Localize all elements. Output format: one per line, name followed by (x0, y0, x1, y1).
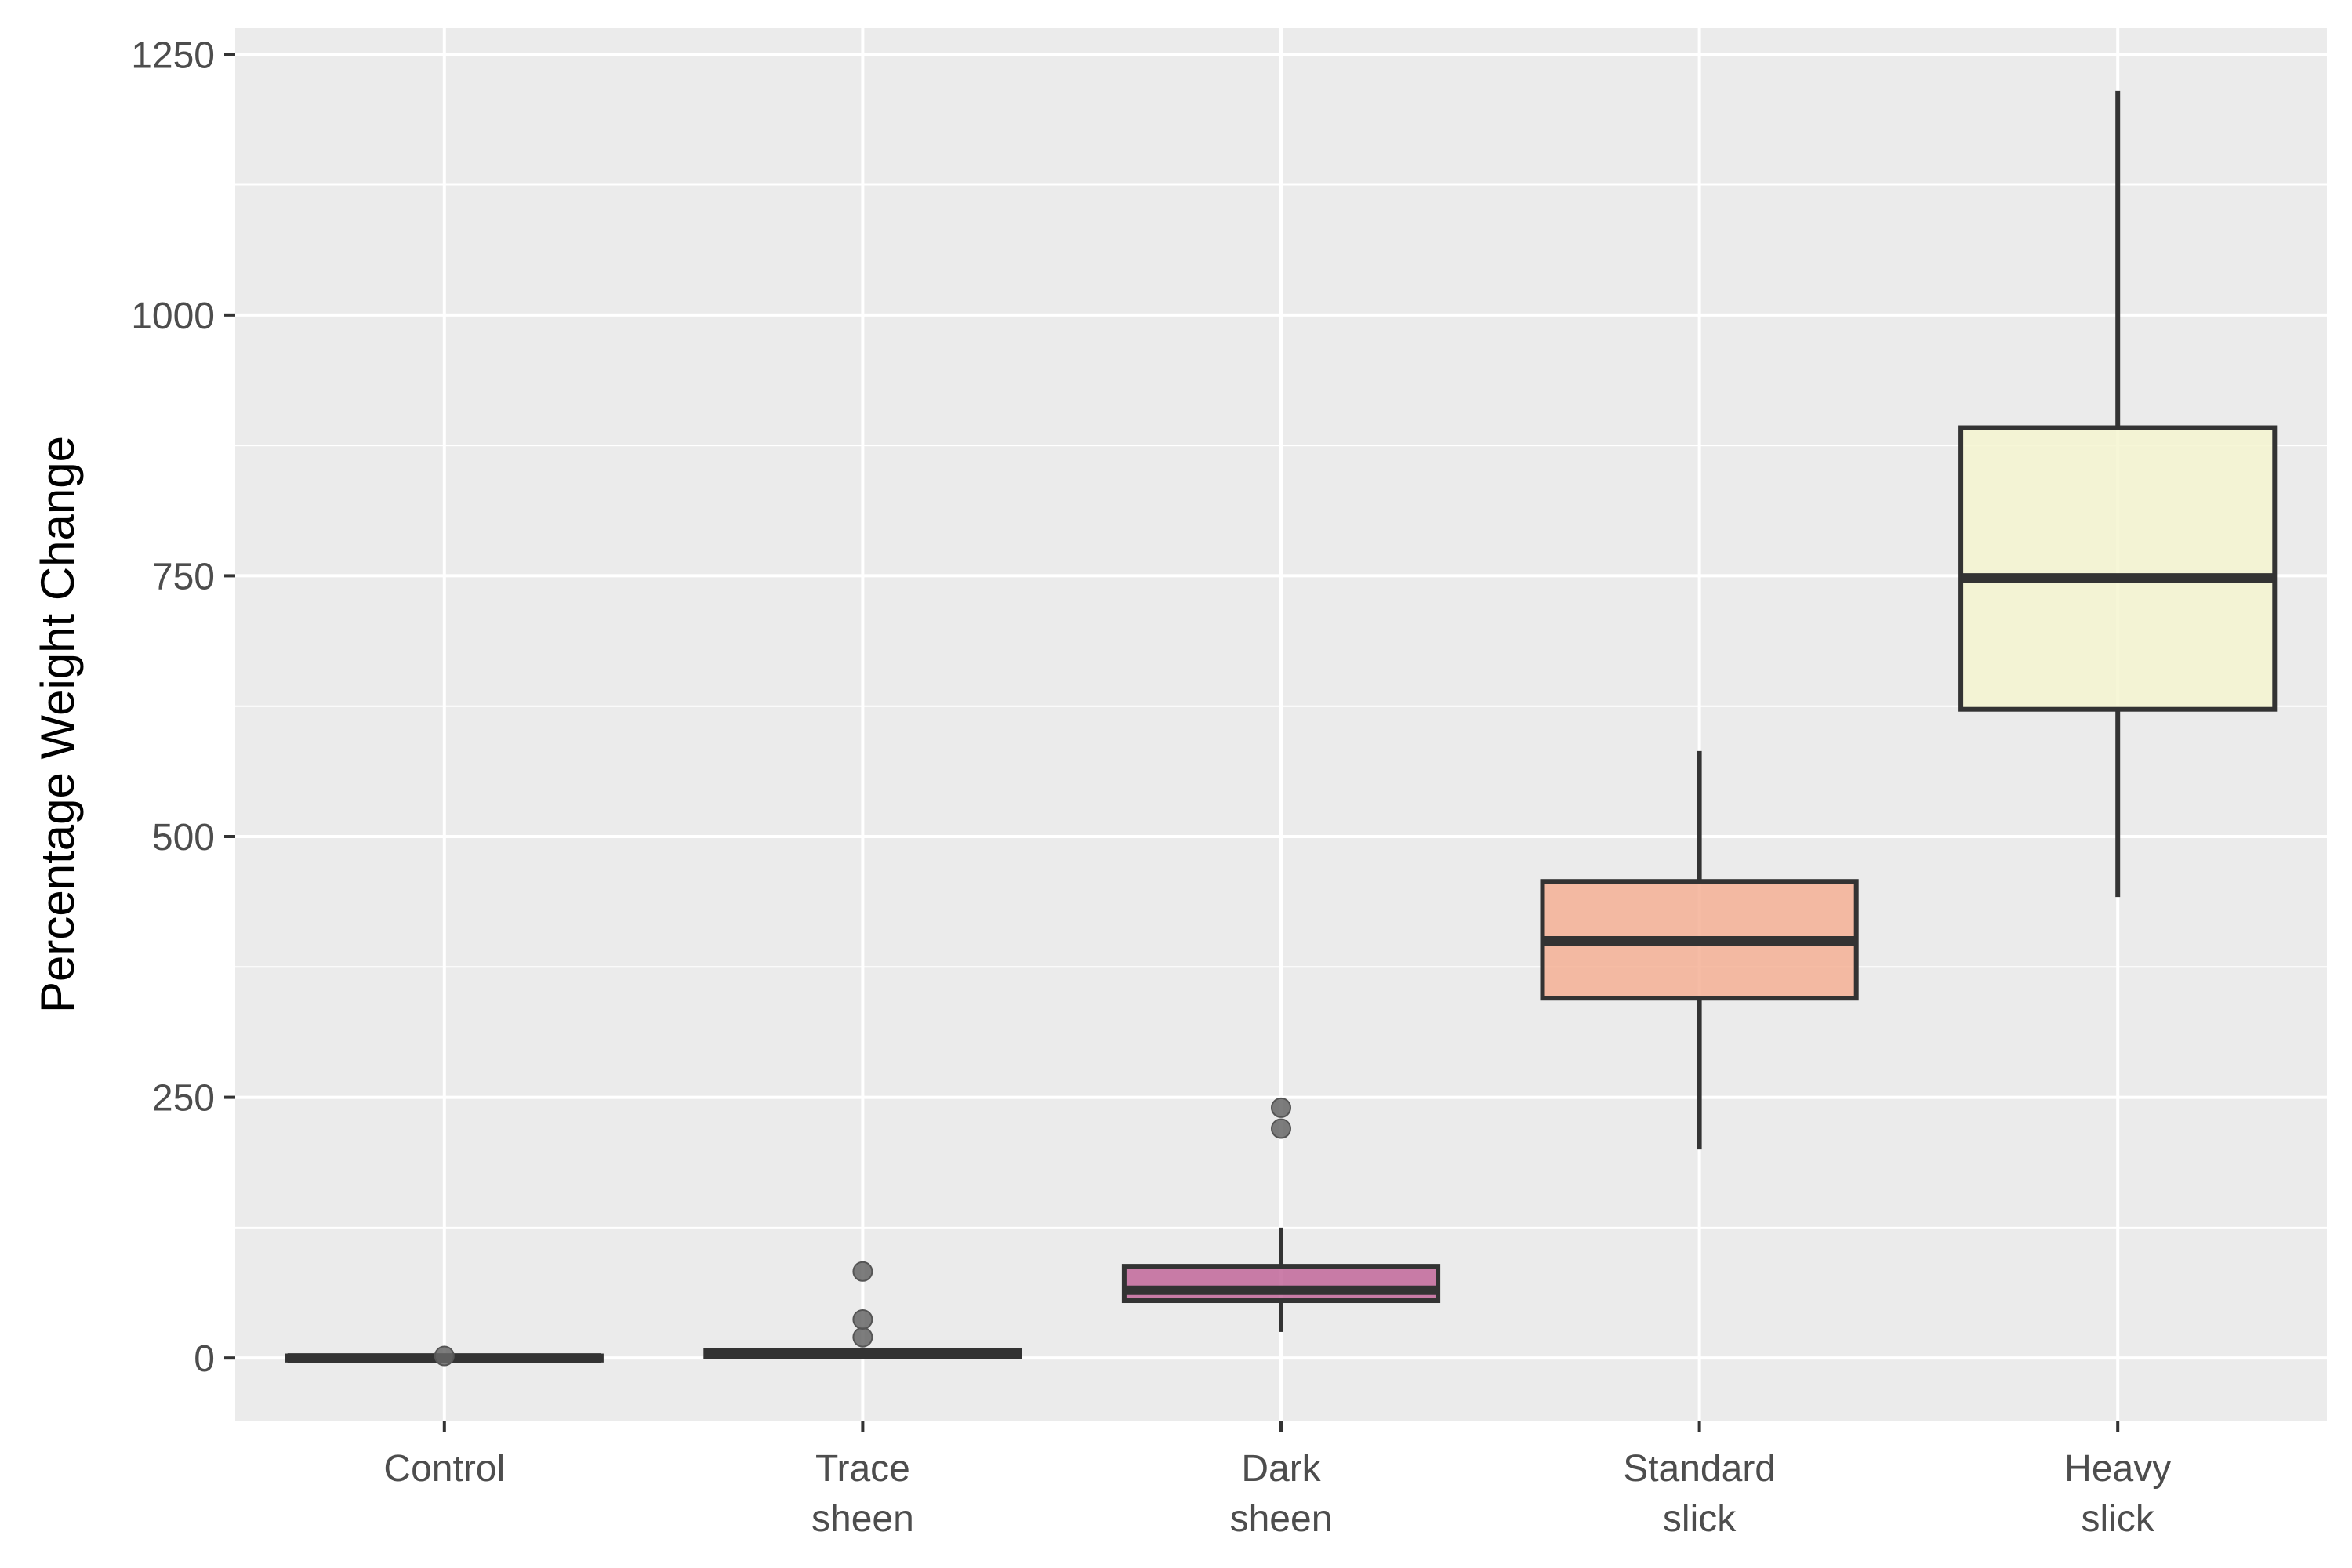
x-tick-label-line: Control (383, 1448, 505, 1490)
x-tick-label-line: slick (2082, 1498, 2155, 1540)
y-tick-label: 0 (194, 1338, 215, 1380)
x-tick-label: Dark sheen (1230, 1448, 1333, 1540)
x-tick-label-line: Trace (815, 1448, 910, 1490)
box-standard-slick (1540, 750, 1859, 1150)
box-heavy-slick (1958, 90, 2278, 898)
box-iqr (1121, 1264, 1441, 1304)
x-tick-label-line: Dark (1241, 1448, 1321, 1490)
x-tick-label-line: sheen (1230, 1498, 1333, 1540)
outlier-point (852, 1308, 873, 1330)
x-tick-label-line: sheen (811, 1498, 914, 1540)
x-tick-label-line: Standard (1623, 1448, 1776, 1490)
y-tick-label: 250 (152, 1078, 215, 1120)
x-tick-label-line: slick (1663, 1498, 1737, 1540)
y-tick-label: 750 (152, 556, 215, 597)
x-tick-label: Heavy slick (2064, 1448, 2171, 1540)
box-iqr (1958, 425, 2278, 712)
outlier-point (1271, 1097, 1291, 1118)
y-tick-label: 1250 (131, 34, 215, 76)
outlier-point (1271, 1118, 1291, 1139)
y-tick-label: 1000 (131, 296, 215, 337)
x-tick-label-line: Heavy (2064, 1448, 2171, 1490)
box-dark-sheen (1121, 1097, 1441, 1332)
outlier-point (434, 1345, 455, 1367)
box-trace-sheen (703, 1261, 1022, 1359)
y-axis-title: Percentage Weight Change (31, 436, 84, 1013)
x-tick-label: Trace sheen (811, 1448, 914, 1540)
x-tick-label: Control (383, 1448, 505, 1490)
y-tick-label: 500 (152, 817, 215, 858)
axes: 0 250 500 750 1000 1250 Control Trace sheen Dark s… (131, 34, 2171, 1540)
outlier-point (852, 1261, 873, 1282)
box-series (285, 90, 2278, 1367)
box-control (285, 1345, 604, 1367)
x-tick-label: Standard slick (1623, 1448, 1776, 1540)
outlier-point (852, 1327, 873, 1348)
